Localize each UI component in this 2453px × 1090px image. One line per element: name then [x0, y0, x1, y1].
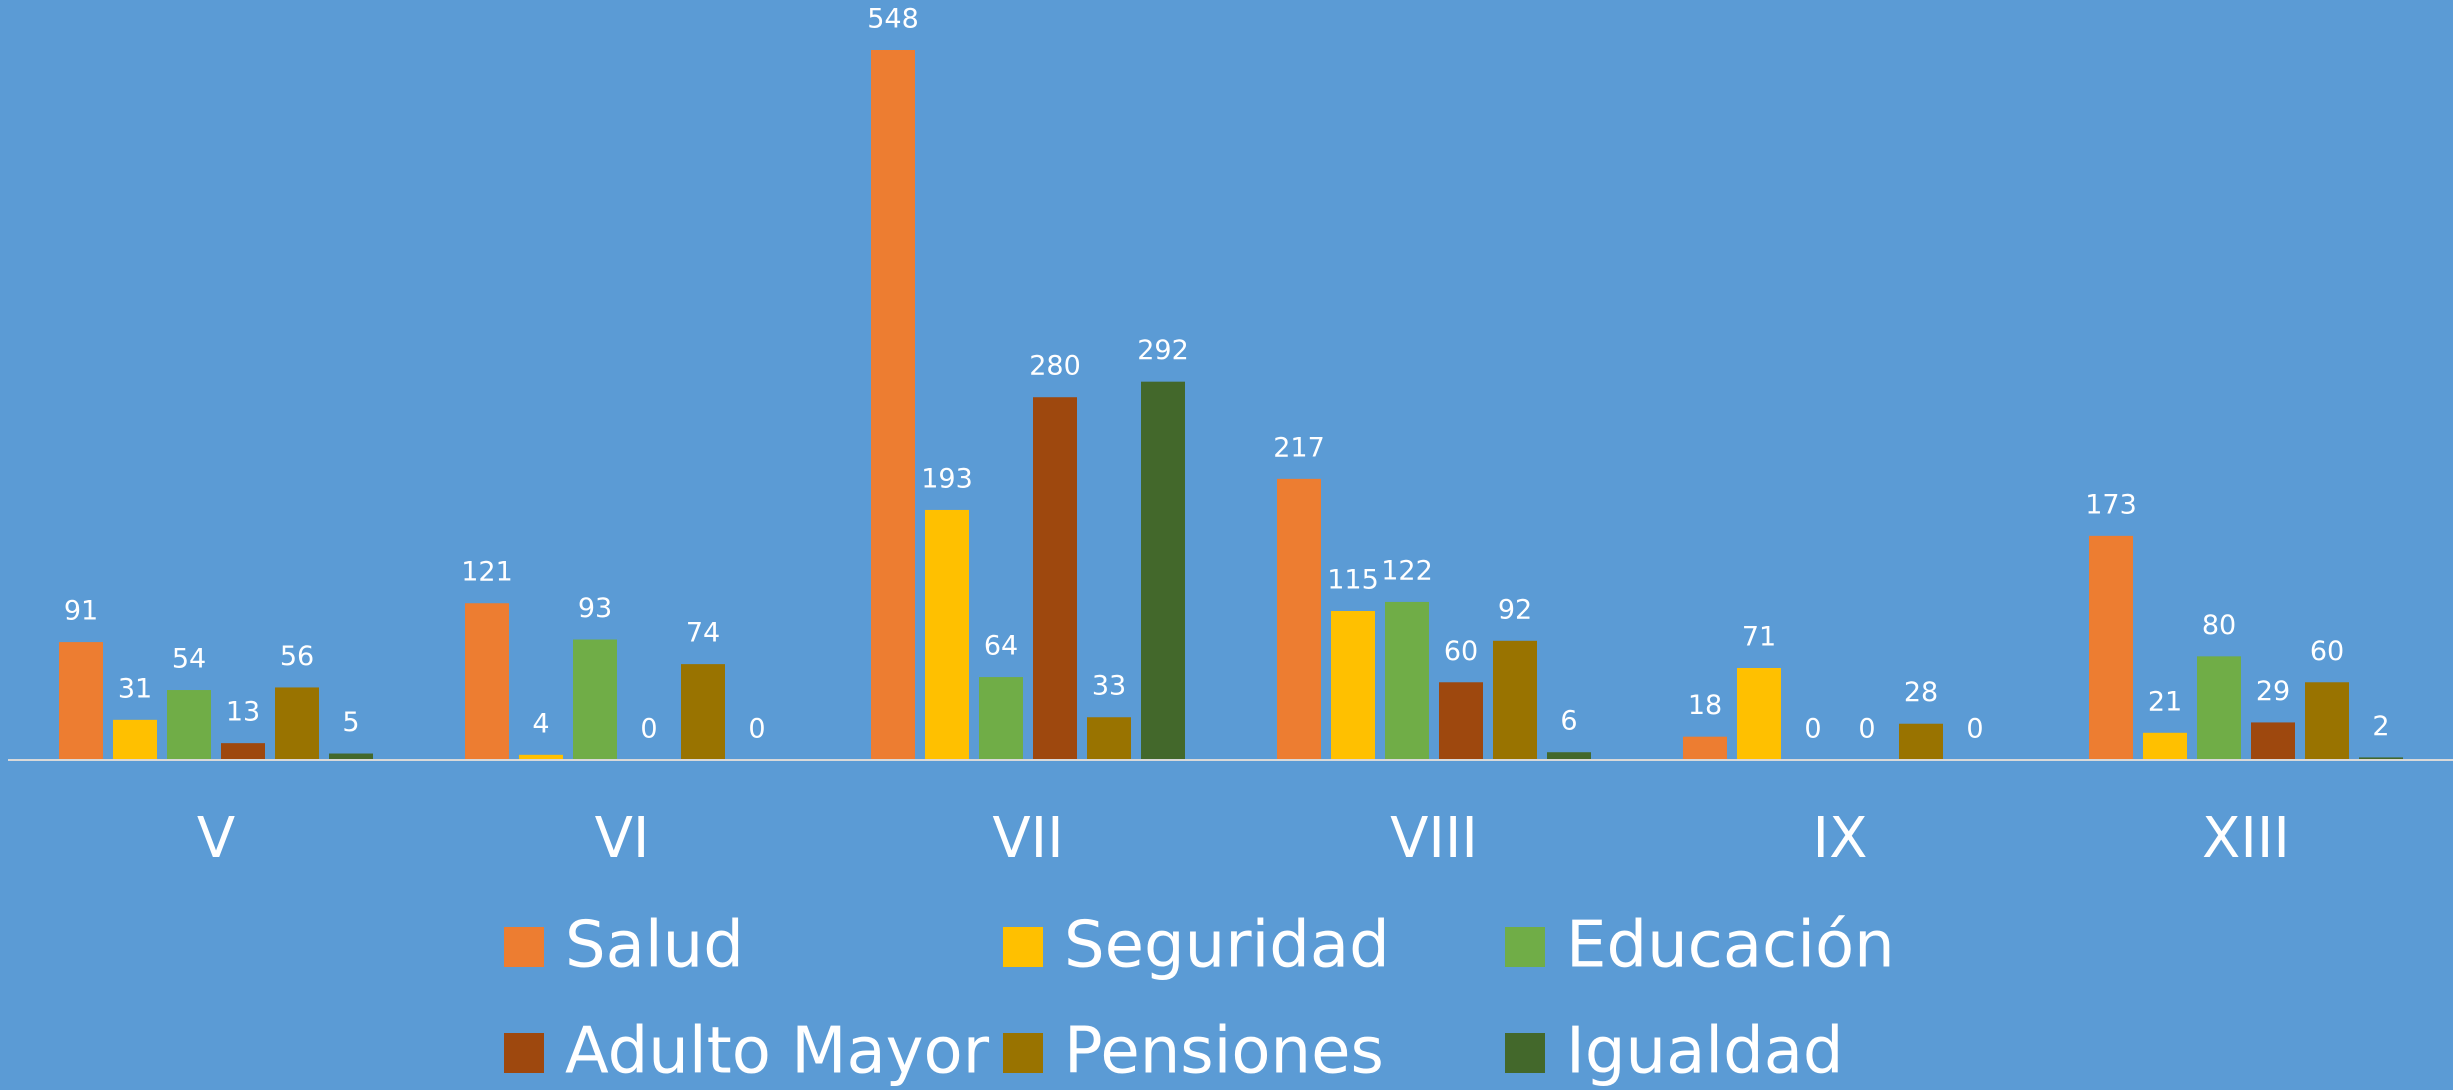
bar: [2305, 682, 2349, 760]
x-tick-label: IX: [1813, 806, 1868, 871]
bar: [465, 603, 509, 760]
data-label: 292: [1137, 335, 1189, 366]
bar: [1331, 611, 1375, 760]
bar: [519, 754, 563, 760]
data-label: 121: [461, 557, 513, 588]
bar: [573, 639, 617, 760]
bar: [1683, 736, 1727, 760]
legend-swatch: [1003, 1033, 1043, 1073]
data-label: 0: [1804, 714, 1821, 745]
bar: [113, 719, 157, 760]
bar: [2359, 757, 2403, 760]
bar: [329, 753, 373, 760]
x-tick-label: VIII: [1390, 806, 1478, 871]
data-label: 56: [280, 641, 314, 672]
x-tick-label: VII: [992, 806, 1063, 871]
bar: [59, 642, 103, 760]
legend-swatch: [504, 1033, 544, 1073]
bar: [2251, 722, 2295, 760]
data-label: 122: [1381, 555, 1433, 586]
data-label: 93: [578, 593, 612, 624]
x-tick-label: VI: [595, 806, 650, 871]
bar: [1547, 752, 1591, 760]
x-tick-label: V: [197, 806, 235, 871]
data-label: 0: [640, 714, 657, 745]
data-label: 0: [1858, 714, 1875, 745]
bar: [1087, 717, 1131, 760]
legend-swatch: [1505, 927, 1545, 967]
legend-swatch: [1505, 1033, 1545, 1073]
bar: [1385, 601, 1429, 760]
bar: [1493, 640, 1537, 760]
x-tick-label: XIII: [2202, 806, 2290, 871]
data-label: 4: [532, 708, 549, 739]
data-label: 29: [2256, 676, 2290, 707]
legend-swatch: [504, 927, 544, 967]
legend-label: Adulto Mayor: [565, 1015, 990, 1089]
data-label: 92: [1498, 594, 1532, 625]
bar: [1899, 723, 1943, 760]
bar: [167, 690, 211, 760]
data-label: 31: [118, 673, 152, 704]
data-label: 80: [2202, 610, 2236, 641]
data-label: 173: [2085, 489, 2137, 520]
data-label: 64: [984, 631, 1018, 662]
bar: [2143, 732, 2187, 760]
data-label: 74: [686, 618, 720, 649]
data-label: 0: [748, 714, 765, 745]
bar: [681, 664, 725, 760]
data-label: 71: [1742, 622, 1776, 653]
legend-label: Salud: [565, 909, 744, 983]
legend-label: Igualdad: [1566, 1015, 1844, 1089]
data-label: 6: [1560, 706, 1577, 737]
data-label: 548: [867, 4, 919, 35]
bar: [2197, 656, 2241, 760]
bar: [1277, 478, 1321, 760]
data-label: 115: [1327, 565, 1379, 596]
bar: [979, 677, 1023, 760]
bar: [1033, 397, 1077, 760]
bar: [1141, 381, 1185, 760]
legend-label: Educación: [1566, 909, 1895, 983]
data-label: 60: [1444, 636, 1478, 667]
bar: [925, 509, 969, 760]
bar: [1439, 682, 1483, 760]
legend-swatch: [1003, 927, 1043, 967]
data-label: 217: [1273, 432, 1325, 463]
data-label: 28: [1904, 677, 1938, 708]
bar: [275, 687, 319, 760]
data-label: 60: [2310, 636, 2344, 667]
bar: [2089, 535, 2133, 760]
data-label: 18: [1688, 690, 1722, 721]
data-label: 0: [1966, 714, 1983, 745]
legend-label: Pensiones: [1064, 1015, 1384, 1089]
data-label: 91: [64, 596, 98, 627]
data-label: 280: [1029, 351, 1081, 382]
data-label: 5: [342, 707, 359, 738]
data-label: 54: [172, 644, 206, 675]
bar: [221, 743, 265, 760]
data-label: 193: [921, 463, 973, 494]
bar: [1737, 668, 1781, 760]
data-label: 21: [2148, 686, 2182, 717]
data-label: 2: [2372, 711, 2389, 742]
data-label: 13: [226, 697, 260, 728]
legend-label: Seguridad: [1064, 909, 1390, 983]
bar: [871, 50, 915, 760]
data-label: 33: [1092, 671, 1126, 702]
